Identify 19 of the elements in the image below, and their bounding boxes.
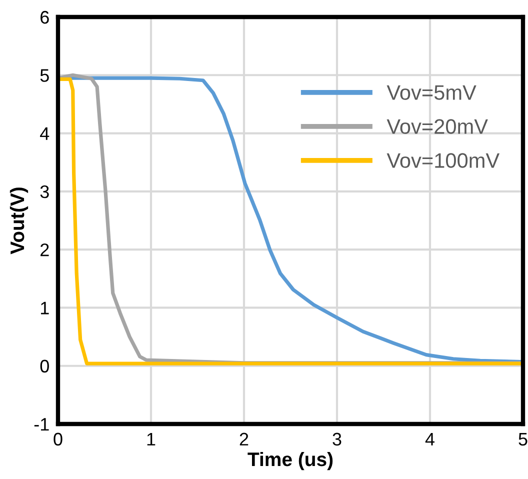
x-tick-label: 5: [518, 432, 528, 446]
y-tick-label: 5: [40, 69, 49, 82]
x-tick-label: 0: [54, 432, 62, 446]
x-tick-label: 2: [240, 432, 248, 446]
legend-label: Vov=20mV: [386, 119, 488, 134]
y-tick-label: 2: [40, 244, 49, 256]
y-axis-title: Vout(V): [10, 188, 28, 254]
y-tick-label: 4: [40, 127, 50, 140]
x-tick-label: 1: [147, 432, 156, 446]
y-tick-label: 0: [40, 360, 49, 373]
y-tick-label: -1: [34, 418, 49, 431]
y-tick-label: 3: [40, 185, 49, 198]
x-tick-label: 3: [332, 432, 342, 446]
x-axis-title: Time (us): [248, 452, 333, 470]
legend-label: Vov=100mV: [386, 153, 500, 168]
y-tick-label: 1: [41, 302, 49, 314]
legend-label: Vov=5mV: [386, 85, 476, 100]
y-tick-label: 6: [40, 10, 49, 24]
x-tick-label: 4: [425, 432, 434, 446]
